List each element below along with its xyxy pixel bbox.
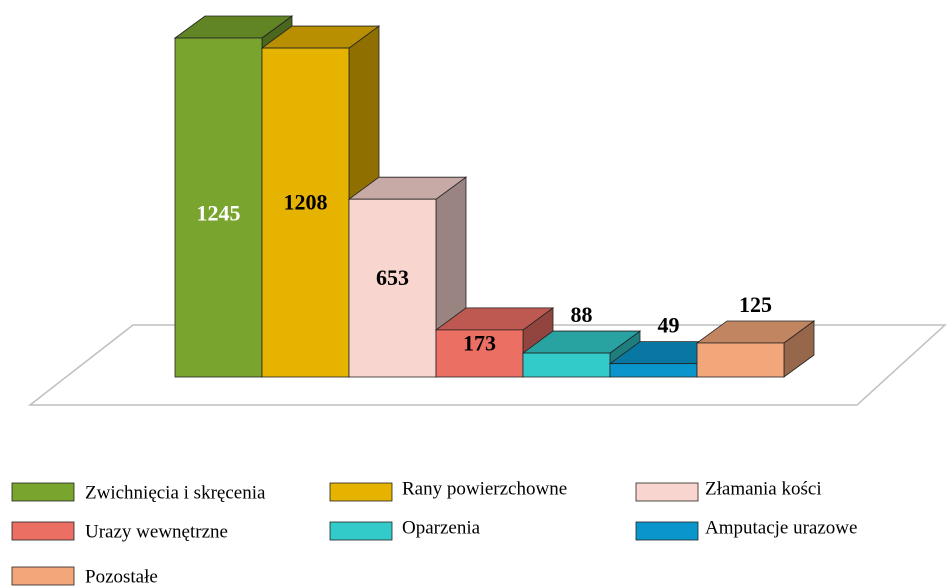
bar (435, 329, 524, 378)
legend-label: Oparzenia (402, 517, 481, 538)
bar (609, 363, 698, 378)
legend-swatch (635, 482, 699, 502)
bar (696, 342, 785, 378)
bar (522, 352, 611, 378)
legend-label: Amputacje urazowe (705, 517, 857, 538)
value-label: 653 (376, 265, 409, 290)
legend-label: Pozostałe (85, 566, 158, 587)
value-label: 173 (463, 330, 496, 355)
legend-swatch (329, 521, 393, 541)
value-label: 88 (571, 302, 593, 327)
value-label: 125 (739, 292, 772, 317)
legend-label: Urazy wewnętrzne (85, 521, 228, 542)
legend-label: Złamania kości (705, 478, 822, 499)
value-label: 49 (658, 313, 680, 338)
bar (261, 47, 350, 378)
value-label: 1208 (284, 190, 328, 215)
value-label: 1245 (197, 201, 241, 226)
bar (348, 198, 437, 378)
legend-swatch (11, 482, 75, 502)
legend-swatch (635, 521, 699, 541)
bar (174, 37, 263, 378)
legend-swatch (11, 566, 75, 586)
legend-swatch (11, 521, 75, 541)
legend-label: Zwichnięcia i skręcenia (85, 482, 266, 503)
legend-swatch (329, 482, 393, 502)
legend-label: Rany powierzchowne (402, 478, 567, 499)
